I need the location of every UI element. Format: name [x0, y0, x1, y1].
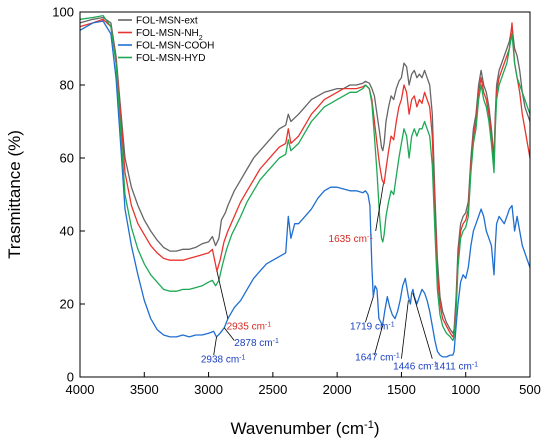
annotation-leader-2938-3	[213, 336, 217, 356]
y-axis-title: Trasmittance (%)	[5, 130, 24, 259]
annotation-layer: 1635 cm-1 2935 cm-1 2878 cm-1 2938 cm-1 1719…	[201, 183, 478, 373]
series-line-fol-msn-nh	[79, 18, 531, 338]
x-axis-title-end: )	[374, 419, 380, 438]
x-tick-label-3000: 3000	[194, 382, 223, 397]
x-tick-label-2500: 2500	[258, 382, 287, 397]
legend-label-fol-msn-nh: FOL-MSN-NH2	[136, 28, 203, 42]
legend: FOL-MSN-extFOL-MSN-NH2FOL-MSN-COOHFOL-MS…	[118, 16, 214, 64]
legend-label-fol-msn-cooh: FOL-MSN-COOH	[136, 41, 214, 52]
annotation-label-1719-4: 1719 cm-1	[350, 321, 395, 333]
legend-label-fol-msn-hyd: FOL-MSN-HYD	[136, 53, 205, 64]
y-tick-label-20: 20	[60, 297, 74, 312]
y-tick-label-60: 60	[60, 151, 74, 166]
x-axis-title-main: Wavenumber (cm	[231, 419, 365, 438]
x-tick-label-1500: 1500	[387, 382, 416, 397]
annotation-label-1635-0: 1635 cm-1	[329, 233, 374, 245]
x-axis-title-sup: -1	[364, 419, 374, 431]
y-tick-label-80: 80	[60, 78, 74, 93]
series-line-fol-msn-cooh	[79, 20, 531, 358]
annotation-label-1446-6: 1446 cm-1	[393, 361, 438, 373]
y-tick-label-0: 0	[67, 370, 74, 385]
annotation-leader-1647-5	[374, 325, 383, 356]
annotation-label-2935-1: 2935 cm-1	[227, 321, 272, 333]
annotation-leader-1446-6	[401, 300, 409, 359]
x-axis-title: Wavenumber (cm-1)	[231, 419, 380, 438]
series-line-fol-msn-ext	[79, 16, 531, 334]
x-tick-label-1000: 1000	[451, 382, 480, 397]
y-tick-label-40: 40	[60, 224, 74, 239]
legend-label-fol-msn-ext: FOL-MSN-ext	[136, 16, 198, 27]
series-layer	[79, 14, 531, 358]
x-tick-label-500: 500	[519, 382, 541, 397]
annotation-label-2878-2: 2878 cm-1	[234, 337, 279, 349]
annotation-leader-2935-1	[216, 271, 229, 319]
x-tick-label-3500: 3500	[130, 382, 159, 397]
annotation-leader-1411-7	[412, 292, 433, 359]
y-tick-label-100: 100	[52, 5, 74, 20]
annotation-leader-2878-2	[223, 327, 235, 341]
series-line-fol-msn-hyd	[79, 14, 531, 342]
x-tick-label-2000: 2000	[323, 382, 352, 397]
annotation-label-1647-5: 1647 cm-1	[355, 352, 400, 364]
axes-layer: 4000 3500 3000 2500 2000 1500 1000 500 0 20 40 60 80…	[52, 5, 541, 398]
annotation-label-1411-7: 1411 cm-1	[434, 361, 478, 373]
annotation-leader-1719-4	[365, 296, 374, 323]
plot-frame	[79, 11, 531, 378]
annotation-label-2938-3: 2938 cm-1	[201, 354, 246, 366]
annotation-leader-1635-0	[375, 183, 384, 232]
x-tick-label-4000: 4000	[66, 382, 95, 397]
plot-area: 1635 cm-1 2935 cm-1 2878 cm-1 2938 cm-1 1719…	[79, 11, 531, 378]
